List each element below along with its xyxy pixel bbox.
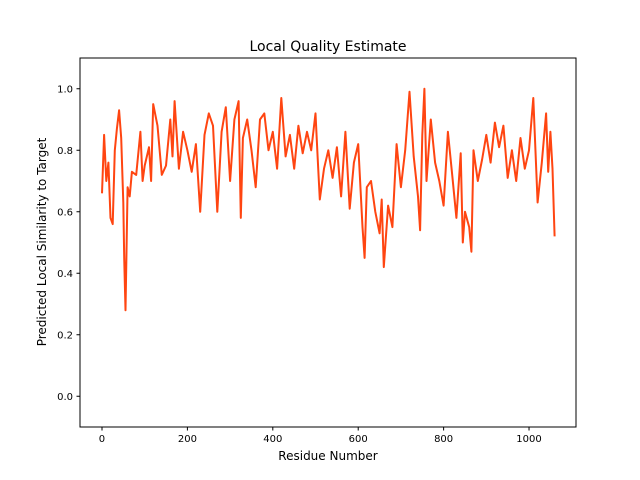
- x-tick-label: 600: [349, 434, 368, 445]
- y-tick-label: 0.4: [57, 269, 73, 280]
- x-tick-label: 800: [434, 434, 453, 445]
- x-tick-label: 400: [263, 434, 282, 445]
- series-line: [101, 87, 556, 312]
- y-axis-label: Predicted Local Similarity to Target: [35, 137, 49, 346]
- x-tick-label: 200: [178, 434, 197, 445]
- y-tick-label: 0.8: [57, 146, 73, 157]
- y-tick-label: 0.2: [57, 330, 73, 341]
- x-axis-label: Residue Number: [278, 449, 377, 463]
- plot-area: [101, 87, 556, 312]
- chart-title: Local Quality Estimate: [249, 39, 406, 55]
- x-axis-ticks: 0 200 400 600 800 1000: [99, 427, 542, 445]
- axes-frame: [79, 57, 577, 428]
- y-tick-label: 1.0: [57, 84, 73, 95]
- y-tick-label: 0.6: [57, 207, 73, 218]
- y-axis-ticks: 0.0 0.2 0.4 0.6 0.8 1.0: [57, 84, 80, 403]
- x-tick-label: 0: [99, 434, 105, 445]
- y-tick-label: 0.0: [57, 392, 73, 403]
- x-tick-label: 1000: [516, 434, 541, 445]
